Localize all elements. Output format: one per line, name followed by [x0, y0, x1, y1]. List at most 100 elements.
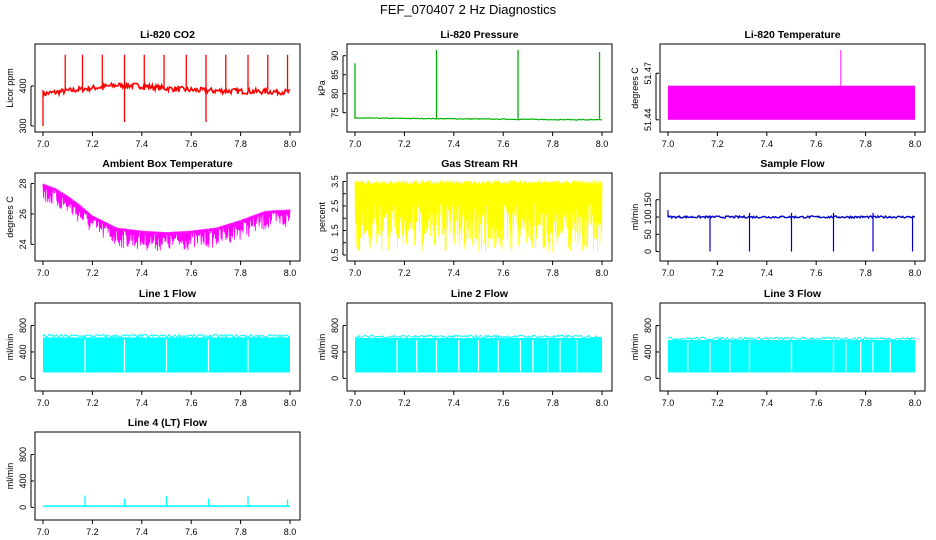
x-tick-label: 8.0	[909, 139, 922, 149]
x-tick-label: 7.8	[859, 139, 872, 149]
x-tick-label: 7.2	[398, 139, 411, 149]
p-co2: Li-820 CO2 7.0 7.2 7.4 7.6 7.8 8.0 300 400Licor …	[5, 29, 301, 149]
y-axis: 24 26 28	[18, 179, 34, 249]
series-line	[354, 117, 603, 121]
series-top	[667, 336, 916, 342]
x-tick-label: 7.0	[349, 398, 362, 408]
x-tick-label: 7.4	[136, 398, 149, 408]
y-tick-label: 50	[643, 229, 653, 239]
x-tick-label: 7.8	[234, 398, 247, 408]
x-tick-label: 7.6	[810, 398, 823, 408]
x-axis: 7.0 7.2 7.4 7.6 7.8 8.0	[37, 260, 297, 278]
p-line4: Line 4 (LT) Flow 7.0 7.2 7.4 7.6 7.8 8.0 0 400 80…	[5, 417, 301, 537]
y-tick-label: 85	[330, 70, 340, 80]
x-axis: 7.0 7.2 7.4 7.6 7.8 8.0	[349, 131, 608, 149]
y-tick-label: 800	[18, 447, 28, 462]
x-tick-label: 7.0	[37, 268, 50, 278]
series-top	[354, 334, 603, 340]
x-tick-label: 8.0	[909, 268, 922, 278]
x-tick-label: 7.6	[497, 398, 510, 408]
x-axis: 7.0 7.2 7.4 7.6 7.8 8.0	[662, 260, 922, 278]
x-tick-label: 7.8	[234, 527, 247, 537]
figure-title: FEF_070407 2 Hz Diagnostics	[379, 2, 557, 17]
p-rh: Gas Stream RH 7.0 7.2 7.4 7.6 7.8 8.0 0.5 1.5 2.5…	[317, 158, 613, 278]
x-tick-label: 8.0	[284, 139, 297, 149]
plot-data	[354, 334, 603, 373]
plot-title: Li-820 Pressure	[440, 29, 518, 41]
plot-title: Sample Flow	[760, 158, 825, 170]
y-tick-label: 800	[330, 318, 340, 333]
y-axis-label: ml/min	[630, 334, 640, 361]
y-tick-label: 0	[18, 505, 28, 510]
y-tick-label: 1.5	[330, 224, 340, 237]
x-tick-label: 7.4	[761, 268, 774, 278]
x-tick-label: 7.0	[37, 139, 50, 149]
x-tick-label: 7.4	[136, 268, 149, 278]
y-tick-label: 0.5	[330, 249, 340, 262]
series-top	[42, 333, 291, 339]
y-tick-label: 800	[643, 318, 653, 333]
y-tick-label: 400	[18, 473, 28, 488]
y-tick-label: 90	[330, 51, 340, 61]
x-tick-label: 7.0	[662, 139, 675, 149]
y-tick-label: 28	[18, 179, 28, 189]
x-tick-label: 7.4	[448, 139, 461, 149]
y-tick-label: 0	[643, 376, 653, 381]
x-tick-label: 7.2	[398, 398, 411, 408]
x-tick-label: 7.8	[546, 139, 559, 149]
y-tick-label: 51.44	[643, 109, 653, 132]
plot-data	[667, 336, 916, 373]
y-tick-label: 2.5	[330, 200, 340, 213]
plot-title: Line 2 Flow	[451, 288, 509, 300]
plot-data	[42, 333, 291, 373]
x-tick-label: 8.0	[909, 398, 922, 408]
x-tick-label: 7.4	[761, 139, 774, 149]
p-pressure: Li-820 Pressure 7.0 7.2 7.4 7.6 7.8 8.0 75 80 85 9…	[317, 29, 613, 149]
x-tick-label: 7.6	[185, 139, 198, 149]
x-tick-label: 7.8	[234, 268, 247, 278]
x-tick-label: 7.8	[859, 398, 872, 408]
x-axis: 7.0 7.2 7.4 7.6 7.8 8.0	[662, 131, 922, 149]
y-axis: 0 400 800	[643, 318, 659, 381]
y-tick-label: 3.5	[330, 175, 340, 188]
x-tick-label: 7.2	[86, 527, 99, 537]
x-tick-label: 7.8	[546, 268, 559, 278]
y-axis: 300 400	[18, 78, 34, 134]
x-tick-label: 7.0	[662, 398, 675, 408]
y-axis-label: Licor ppm	[5, 68, 15, 108]
x-axis: 7.0 7.2 7.4 7.6 7.8 8.0	[37, 519, 296, 537]
p-temp: Li-820 Temperature 7.0 7.2 7.4 7.6 7.8 8.0 51.4…	[630, 29, 926, 149]
y-tick-label: 400	[330, 344, 340, 359]
y-axis-label: ml/min	[317, 334, 327, 361]
x-tick-label: 7.2	[711, 139, 724, 149]
y-axis-label: percent	[317, 201, 327, 232]
x-tick-label: 7.2	[86, 139, 99, 149]
plot-data	[42, 183, 291, 252]
x-tick-label: 8.0	[284, 268, 297, 278]
y-tick-label: 26	[18, 209, 28, 219]
y-axis-label: ml/min	[5, 334, 15, 361]
y-axis-label: ml/min	[630, 204, 640, 231]
plot-data	[667, 210, 916, 252]
x-tick-label: 7.6	[185, 527, 198, 537]
x-tick-label: 8.0	[596, 268, 609, 278]
x-axis: 7.0 7.2 7.4 7.6 7.8 8.0	[37, 131, 297, 149]
x-tick-label: 7.0	[349, 268, 362, 278]
y-axis-label: ml/min	[5, 463, 15, 490]
plot-title: Line 4 (LT) Flow	[128, 417, 208, 429]
y-axis: 0 50 100 150	[643, 192, 659, 254]
y-axis-label: kPa	[317, 80, 327, 96]
y-axis: 0.5 1.5 2.5 3.5	[330, 175, 346, 261]
x-tick-label: 7.6	[185, 268, 198, 278]
plot-data	[354, 50, 603, 121]
plot-title: Gas Stream RH	[441, 158, 517, 170]
y-axis: 0 400 800	[18, 318, 34, 381]
plot-title: Li-820 Temperature	[744, 29, 840, 41]
series-band	[668, 85, 915, 120]
p-ambient: Ambient Box Temperature 7.0 7.2 7.4 7.6 7.8 8.…	[5, 158, 301, 278]
y-axis: 0 400 800	[18, 447, 34, 510]
plot-title: Line 1 Flow	[139, 288, 197, 300]
y-tick-label: 51.47	[643, 62, 653, 85]
y-tick-label: 100	[643, 209, 653, 224]
